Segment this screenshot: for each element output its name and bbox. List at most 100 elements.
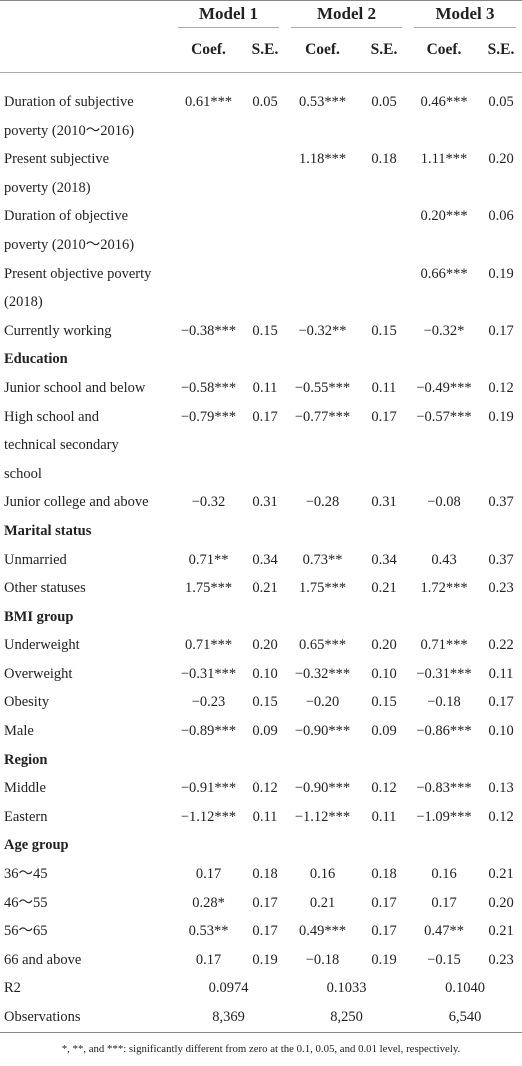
value-cell: 0.11 (371, 808, 397, 825)
value-cell: 0.71** (188, 551, 229, 568)
value-cell: −0.15 (427, 951, 461, 968)
row-label: Junior school and below (4, 379, 146, 396)
value-cell: 0.17 (431, 894, 457, 911)
corner-cell (0, 28, 172, 73)
value-cell: −0.38*** (180, 322, 237, 339)
row-label: Observations (0, 1003, 172, 1033)
data-row: 66 and above 0.17 0.19 −0.18 0.19 −0.15 0.23 (0, 946, 522, 975)
value-cell: 0.12 (488, 379, 514, 396)
value-cell: 6,540 (408, 1003, 522, 1033)
value-cell: 0.10 (371, 665, 397, 682)
value-cell: 0.12 (371, 780, 397, 797)
value-cell: 0.19 (488, 265, 514, 282)
value-cell: 0.17 (195, 951, 222, 968)
data-row: Junior college and above −0.32 0.31 −0.28 0.… (0, 488, 522, 517)
value-cell: −0.23 (191, 694, 226, 711)
value-cell: 0.17 (195, 866, 222, 883)
data-row: Other statuses 1.75*** 0.21 1.75*** 0.21 1.72… (0, 574, 522, 603)
value-cell: 0.06 (488, 208, 514, 225)
value-cell: 0.18 (252, 866, 278, 883)
row-label: Duration of subjective poverty (2010～201… (4, 94, 135, 139)
empty-cell (245, 202, 285, 259)
value-cell: 0.23 (488, 951, 514, 968)
row-label: 46～55 (4, 894, 48, 911)
value-cell: 0.1033 (326, 980, 367, 997)
value-cell: 0.16 (431, 866, 457, 883)
data-row: High school and technical secondary scho… (0, 403, 522, 489)
value-cell: −0.90*** (294, 780, 351, 797)
value-cell: 0.71*** (184, 637, 233, 654)
value-cell: 0.10 (252, 665, 278, 682)
value-cell: −0.32*** (294, 665, 351, 682)
value-cell: −1.12*** (294, 808, 351, 825)
value-cell: −0.86*** (416, 723, 472, 740)
value-cell: 0.34 (252, 551, 278, 568)
model-header: Model 1 (172, 0, 285, 28)
data-row: 56～65 0.53** 0.17 0.49*** 0.17 0.47** 0.21 (0, 917, 522, 946)
data-row: Duration of subjective poverty (2010～201… (0, 73, 522, 146)
empty-cell (172, 145, 245, 202)
value-cell: 0.15 (252, 322, 278, 339)
value-cell: 0.15 (371, 694, 397, 711)
value-cell: 0.46*** (420, 94, 468, 110)
value-cell: −0.31*** (180, 665, 237, 682)
value-cell: 0.10 (488, 723, 514, 740)
value-cell: −0.58*** (180, 379, 237, 396)
value-cell: 0.37 (488, 494, 514, 511)
value-cell: 0.17 (252, 408, 278, 425)
value-cell: −0.08 (427, 494, 461, 511)
data-row: Junior school and below −0.58*** 0.11 −0.55… (0, 374, 522, 403)
model-row: Model 1 Model 2 Model 3 (0, 0, 522, 28)
section-row: BMI group (0, 603, 522, 632)
data-row: Duration of objective poverty (2010～2016… (0, 202, 522, 259)
value-cell: 0.34 (371, 551, 397, 568)
value-cell: 1.75*** (298, 580, 347, 597)
row-label: R2 (4, 980, 21, 997)
value-cell: −0.89*** (180, 723, 237, 740)
footnote: *, **, and ***: significantly different … (61, 1043, 461, 1055)
empty-cell (285, 202, 360, 259)
value-cell: 0.09 (371, 723, 397, 740)
model-title: Model 2 (291, 1, 402, 28)
value-cell: −0.28 (305, 494, 340, 511)
row-label: Male (4, 723, 34, 740)
row-label: Unmarried (4, 551, 67, 568)
value-cell: 0.20 (252, 637, 278, 654)
model-header: Model 3 (408, 0, 522, 28)
value-cell: 0.43 (431, 551, 457, 568)
row-label: Obesity (4, 694, 50, 711)
value-cell: 0.17 (252, 894, 278, 911)
value-cell: 0.11 (252, 379, 278, 396)
value-cell: −0.83*** (416, 780, 472, 797)
value-cell: −0.32 (191, 494, 226, 511)
value-cell: 1.72*** (420, 580, 468, 597)
section-label: Region (4, 751, 48, 768)
value-cell: 0.20 (371, 637, 397, 654)
value-cell: 0.18 (371, 866, 397, 883)
data-row: Present objective poverty (2018) 0.66*** 0… (0, 260, 522, 317)
value-cell: −0.18 (427, 694, 461, 711)
value-cell: −0.31*** (416, 665, 472, 682)
value-cell: 0.17 (488, 694, 514, 711)
empty-cell (245, 145, 285, 202)
value-cell: 0.22 (488, 637, 514, 654)
value-cell: 1.18*** (298, 151, 347, 168)
data-row: Unmarried 0.71** 0.34 0.73** 0.34 0.43 0.37 (0, 546, 522, 575)
data-row: Present subjective poverty (2018) 1.18***… (0, 145, 522, 202)
model-title: Model 1 (178, 1, 279, 28)
value-cell: 0.21 (371, 580, 397, 597)
value-cell: 0.31 (252, 494, 278, 511)
row-label: Underweight (4, 637, 80, 654)
empty-cell (245, 260, 285, 317)
value-cell: 0.17 (371, 408, 397, 425)
subheader: S.E. (480, 28, 522, 73)
value-cell: −1.12*** (180, 808, 237, 825)
section-row: Education (0, 345, 522, 374)
subheader: Coef. (285, 28, 360, 73)
table-body: Duration of subjective poverty (2010～201… (0, 73, 522, 1033)
value-cell: −1.09*** (416, 808, 472, 825)
data-row: Observations 8,369 8,250 6,540 (0, 1003, 522, 1033)
value-cell: 0.05 (488, 94, 514, 110)
value-cell: 8,369 (172, 1003, 285, 1033)
row-label: 66 and above (4, 951, 82, 968)
